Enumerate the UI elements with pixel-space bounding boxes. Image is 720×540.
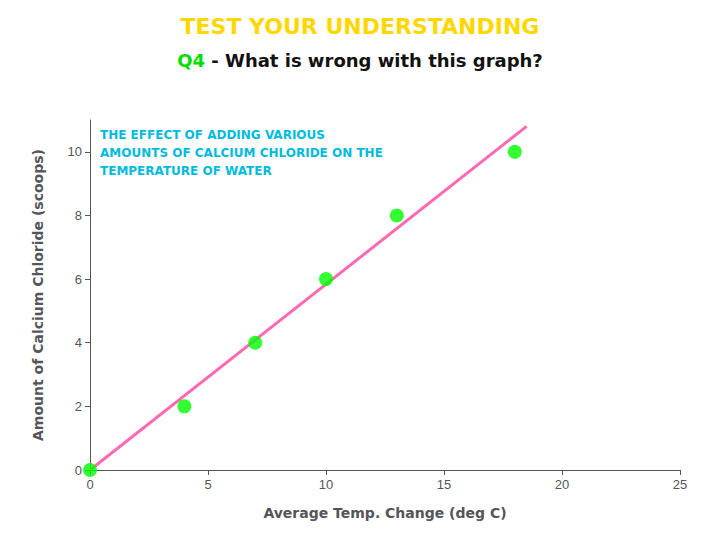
svg-text:15: 15 <box>437 477 451 492</box>
svg-text:0: 0 <box>86 477 93 492</box>
svg-text:5: 5 <box>204 477 211 492</box>
svg-text:25: 25 <box>673 477 687 492</box>
svg-text:AMOUNTS OF CALCIUM CHLORIDE ON: AMOUNTS OF CALCIUM CHLORIDE ON THE <box>100 146 383 160</box>
svg-text:4: 4 <box>75 335 82 350</box>
svg-text:20: 20 <box>555 477 569 492</box>
svg-text:10: 10 <box>68 144 82 159</box>
svg-text:2: 2 <box>75 399 82 414</box>
svg-text:Amount of Calcium Chloride (sc: Amount of Calcium Chloride (scoops) <box>30 149 46 441</box>
svg-text:TEST YOUR UNDERSTANDING: TEST YOUR UNDERSTANDING <box>181 14 540 39</box>
svg-text:- What is wrong with this grap: - What is wrong with this graph? <box>205 50 543 71</box>
svg-text:Q4: Q4 <box>177 50 205 71</box>
svg-text:TEMPERATURE OF WATER: TEMPERATURE OF WATER <box>100 164 272 178</box>
svg-text:8: 8 <box>75 208 82 223</box>
svg-text:10: 10 <box>319 477 333 492</box>
svg-text:0: 0 <box>75 463 82 478</box>
svg-text:6: 6 <box>75 272 82 287</box>
svg-text:Average Temp. Change (deg C): Average Temp. Change (deg C) <box>263 505 506 521</box>
svg-text:THE EFFECT OF ADDING VARIOUS: THE EFFECT OF ADDING VARIOUS <box>100 128 325 142</box>
